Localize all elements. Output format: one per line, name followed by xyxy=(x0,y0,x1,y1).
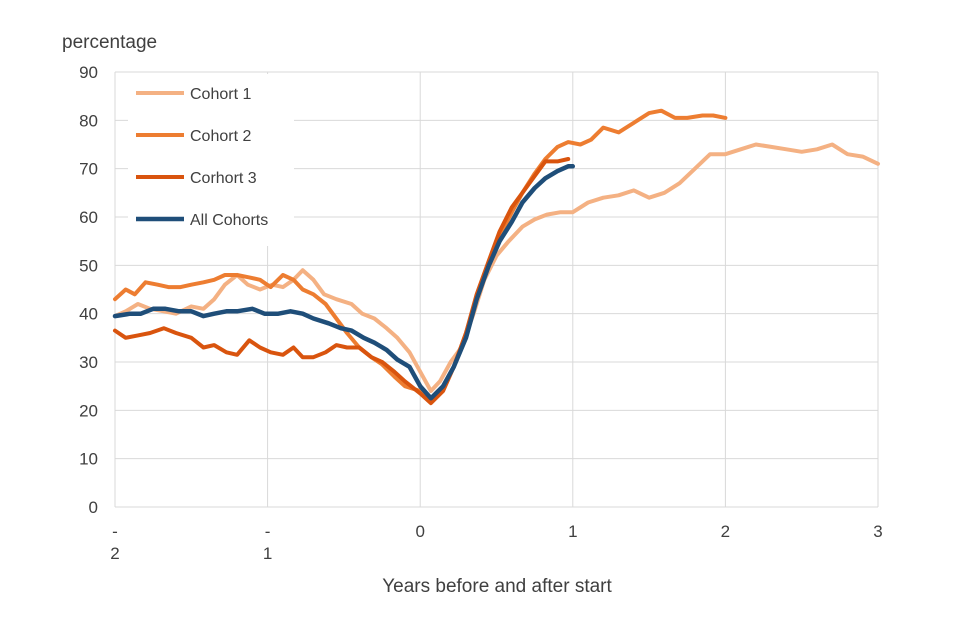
x-tick-label: 2 xyxy=(721,522,730,541)
series-line-2 xyxy=(113,108,728,403)
y-tick-label: 90 xyxy=(79,63,98,82)
legend-label: Corhort 3 xyxy=(190,170,257,187)
y-axis-ticks: 0 10 20 30 40 50 60 70 80 90 xyxy=(79,63,98,517)
x-tick-label-line2: 1 xyxy=(263,544,272,563)
legend-label: Cohort 1 xyxy=(190,86,251,103)
y-tick-label: 0 xyxy=(89,498,98,517)
y-tick-label: 80 xyxy=(79,111,98,130)
x-tick-label: 1 xyxy=(568,522,577,541)
x-axis-ticks: - 2 - 1 0 1 2 3 xyxy=(110,522,882,563)
legend-label: All Cohorts xyxy=(190,212,268,229)
x-axis-title: Years before and after start xyxy=(382,576,612,597)
legend-label: Cohort 2 xyxy=(190,128,251,145)
y-tick-label: 10 xyxy=(79,450,98,469)
y-tick-label: 50 xyxy=(79,256,98,275)
legend: Cohort 1 Cohort 2 Corhort 3 All Cohorts xyxy=(128,74,294,246)
x-tick-label: - xyxy=(112,522,118,541)
x-tick-label: 3 xyxy=(873,522,882,541)
y-tick-label: 30 xyxy=(79,353,98,372)
series-lines xyxy=(112,108,880,406)
y-axis-title: percentage xyxy=(62,32,157,53)
x-tick-label: 0 xyxy=(415,522,424,541)
series-line-3 xyxy=(113,157,571,406)
x-tick-label: - xyxy=(265,522,271,541)
x-tick-label-line2: 2 xyxy=(110,544,119,563)
y-tick-label: 70 xyxy=(79,160,98,179)
y-tick-label: 40 xyxy=(79,305,98,324)
y-tick-label: 60 xyxy=(79,208,98,227)
series-line-4 xyxy=(112,164,576,401)
y-tick-label: 20 xyxy=(79,401,98,420)
